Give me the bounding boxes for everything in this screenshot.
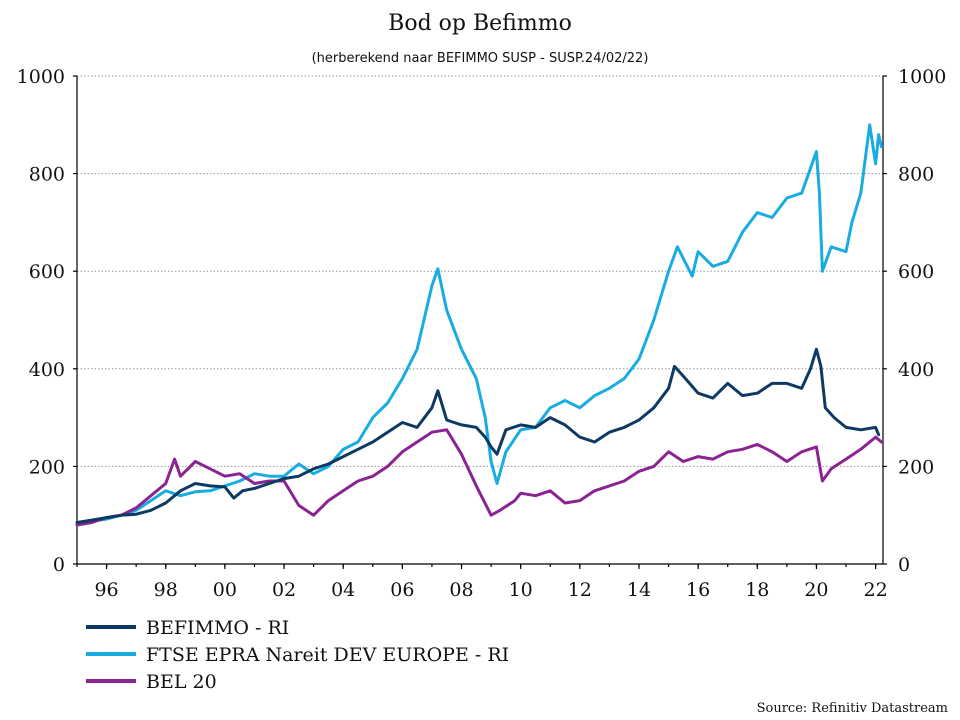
- x-tick-label: 12: [568, 579, 592, 601]
- x-tick-label: 22: [864, 579, 888, 601]
- y-tick-label-left: 600: [29, 261, 65, 283]
- chart-title: Bod op Befimmo: [388, 11, 572, 36]
- series-line-ftse-epra: [75, 123, 883, 524]
- x-tick-label: 96: [94, 579, 118, 601]
- y-tick-label-right: 1000: [898, 66, 946, 88]
- y-tick-label-right: 200: [898, 456, 934, 478]
- x-tick-label: 98: [154, 579, 178, 601]
- legend-label-befimmo: BEFIMMO - RI: [146, 617, 289, 639]
- chart-subtitle: (herberekend naar BEFIMMO SUSP - SUSP.24…: [312, 51, 649, 66]
- y-tick-label-left: 0: [53, 554, 65, 576]
- y-tick-label-right: 600: [898, 261, 934, 283]
- y-tick-label-left: 400: [29, 359, 65, 381]
- series-line-bel20: [75, 428, 883, 527]
- y-tick-label-right: 800: [898, 164, 934, 186]
- x-tick-label: 20: [804, 579, 828, 601]
- legend-label-bel20: BEL 20: [146, 671, 217, 693]
- x-tick-label: 04: [331, 579, 355, 601]
- series-line-befimmo: [75, 347, 881, 524]
- source-note: Source: Refinitiv Datastream: [757, 701, 948, 716]
- axes: [73, 75, 887, 569]
- y-tick-label-left: 800: [29, 164, 65, 186]
- legend: BEFIMMO - RI FTSE EPRA Nareit DEV EUROPE…: [86, 617, 509, 693]
- y-tick-label-left: 1000: [17, 66, 65, 88]
- x-tick-label: 06: [390, 579, 414, 601]
- y-tick-label-right: 400: [898, 359, 934, 381]
- x-tick-label: 10: [509, 579, 533, 601]
- y-tick-label-right: 0: [898, 554, 910, 576]
- x-tick-label: 02: [272, 579, 296, 601]
- gridlines: [77, 75, 883, 467]
- x-tick-label: 16: [686, 579, 710, 601]
- x-tick-label: 14: [627, 579, 651, 601]
- x-tick-label: 08: [449, 579, 473, 601]
- y-tick-label-left: 200: [29, 456, 65, 478]
- legend-label-ftse-epra: FTSE EPRA Nareit DEV EUROPE - RI: [146, 644, 509, 666]
- plot-series: [75, 123, 883, 527]
- x-tick-label: 18: [745, 579, 769, 601]
- x-tick-label: 00: [213, 579, 237, 601]
